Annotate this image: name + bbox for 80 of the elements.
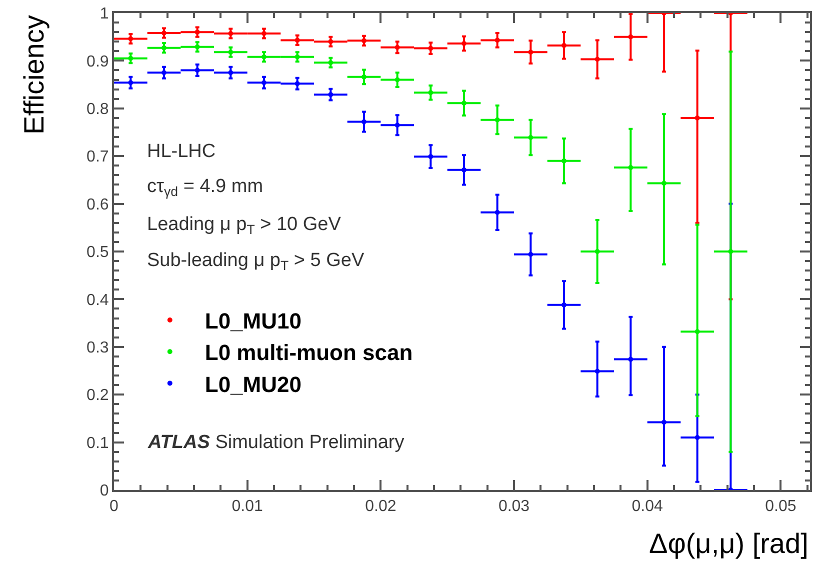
annotation: Leading μ p$_{T}$ > 10 GeV <box>147 214 342 237</box>
point <box>562 302 566 308</box>
point <box>194 44 200 50</box>
y-tick-label: 0.8 <box>86 101 109 118</box>
point <box>128 80 134 86</box>
legend-label: L0_MU20 <box>204 372 302 397</box>
y-tick-label: 0.6 <box>86 196 109 214</box>
point <box>328 60 334 66</box>
annotation: ATLAS Simulation Preliminary <box>147 432 405 453</box>
point <box>694 435 700 440</box>
point <box>494 210 500 215</box>
point <box>262 54 266 60</box>
point <box>228 50 234 55</box>
x-tick-label: 0.01 <box>232 498 263 516</box>
annotation: Sub-leading μ p$_{T}$ > 5 GeV <box>147 250 364 273</box>
y-tick-label: 0.7 <box>86 148 109 166</box>
point <box>328 92 334 98</box>
y-tick-label: 1 <box>100 6 109 23</box>
y-tick-label: 0.9 <box>86 53 109 70</box>
point <box>228 31 234 36</box>
point <box>162 45 166 50</box>
point <box>394 122 400 128</box>
point <box>128 56 134 61</box>
point <box>462 100 466 106</box>
point <box>362 38 366 44</box>
point <box>194 30 200 35</box>
point <box>162 30 166 36</box>
x-tick-label: 0.05 <box>765 498 796 516</box>
point <box>594 368 600 374</box>
point <box>662 180 666 186</box>
point <box>494 38 500 43</box>
y-axis-title: Efficiency <box>18 15 50 134</box>
x-tick-label: 0.03 <box>498 498 530 516</box>
y-tick-label: 0.5 <box>86 244 109 262</box>
point <box>562 42 566 48</box>
point <box>262 80 266 86</box>
point <box>694 329 700 334</box>
point <box>628 34 634 40</box>
point <box>128 36 134 42</box>
point <box>728 249 734 254</box>
point <box>294 81 300 86</box>
point <box>294 38 300 43</box>
point <box>362 74 366 80</box>
point <box>294 54 300 60</box>
legend-label: L0 multi-muon scan <box>204 340 413 366</box>
x-axis-title: Δφ(μ,μ) [rad] <box>649 528 808 559</box>
annotation: cτ$_{γd}$ = 4.9 mm <box>147 176 264 199</box>
point <box>394 44 400 50</box>
legend-label: L0_MU10 <box>204 308 302 334</box>
point <box>528 50 534 55</box>
point <box>628 356 634 362</box>
point <box>428 154 434 160</box>
y-tick-label: 0.4 <box>86 292 109 309</box>
point <box>462 167 466 172</box>
point <box>528 252 534 257</box>
point <box>662 420 666 425</box>
point <box>194 68 200 73</box>
point <box>394 77 400 82</box>
point <box>594 56 600 62</box>
x-tick-label: 0.02 <box>365 498 396 516</box>
annotation: HL-LHC <box>147 141 216 162</box>
y-tick-label: 0 <box>100 482 109 500</box>
point <box>628 165 634 170</box>
point <box>428 46 434 51</box>
y-tick-label: 0.1 <box>86 434 109 452</box>
y-tick-label: 0.2 <box>86 387 109 404</box>
point <box>328 39 334 44</box>
point <box>262 31 266 36</box>
x-tick-label: 0.04 <box>632 498 663 516</box>
point <box>428 90 434 96</box>
point <box>462 41 466 46</box>
point <box>694 115 700 120</box>
point <box>162 70 166 76</box>
point <box>494 117 500 122</box>
y-tick-label: 0.3 <box>86 340 109 356</box>
point <box>562 158 566 164</box>
point <box>594 249 600 254</box>
point <box>362 119 366 124</box>
point <box>528 135 534 140</box>
point <box>228 70 234 76</box>
